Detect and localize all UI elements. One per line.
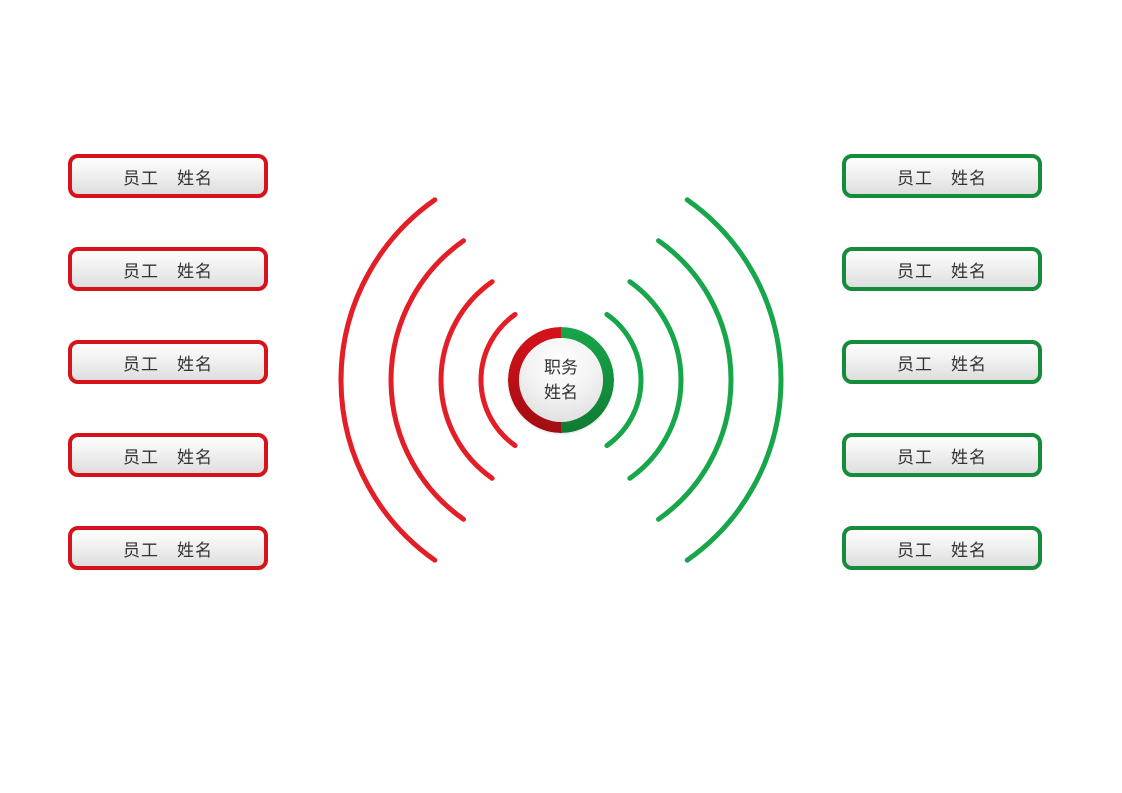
right-box-3: 员工姓名	[842, 433, 1042, 477]
left-box-2-label-b: 姓名	[177, 350, 213, 375]
wave-right-2	[659, 241, 731, 520]
right-box-0: 员工姓名	[842, 154, 1042, 198]
right-box-1: 员工姓名	[842, 247, 1042, 291]
wave-left-1	[441, 282, 492, 479]
diagram-canvas: 员工姓名员工姓名员工姓名员工姓名员工姓名 员工姓名员工姓名员工姓名员工姓名员工姓…	[0, 0, 1122, 793]
wave-left-3	[341, 200, 435, 560]
left-box-1-label-a: 员工	[123, 257, 159, 282]
right-box-3-label-b: 姓名	[951, 443, 987, 468]
left-box-4-label-b: 姓名	[177, 536, 213, 561]
center-line2: 姓名	[544, 380, 578, 406]
left-box-1-label-b: 姓名	[177, 257, 213, 282]
left-box-4: 员工姓名	[68, 526, 268, 570]
right-box-1-label-b: 姓名	[951, 257, 987, 282]
left-box-1: 员工姓名	[68, 247, 268, 291]
center-line1: 职务	[544, 355, 578, 381]
right-box-4-label-b: 姓名	[951, 536, 987, 561]
right-box-0-label-b: 姓名	[951, 164, 987, 189]
left-box-3-label-b: 姓名	[177, 443, 213, 468]
left-box-2: 员工姓名	[68, 340, 268, 384]
right-box-3-label-a: 员工	[897, 443, 933, 468]
right-box-0-label-a: 员工	[897, 164, 933, 189]
left-box-0: 员工姓名	[68, 154, 268, 198]
left-box-0-label-b: 姓名	[177, 164, 213, 189]
right-box-2-label-b: 姓名	[951, 350, 987, 375]
left-box-3-label-a: 员工	[123, 443, 159, 468]
left-box-4-label-a: 员工	[123, 536, 159, 561]
left-box-2-label-a: 员工	[123, 350, 159, 375]
wave-right-1	[630, 282, 681, 479]
wave-left-2	[391, 241, 463, 520]
left-box-0-label-a: 员工	[123, 164, 159, 189]
right-box-4-label-a: 员工	[897, 536, 933, 561]
center-inner-disc: 职务 姓名	[519, 338, 603, 422]
wave-right-3	[687, 200, 781, 560]
right-box-2-label-a: 员工	[897, 350, 933, 375]
right-box-2: 员工姓名	[842, 340, 1042, 384]
left-box-3: 员工姓名	[68, 433, 268, 477]
right-box-4: 员工姓名	[842, 526, 1042, 570]
right-box-1-label-a: 员工	[897, 257, 933, 282]
center-node: 职务 姓名	[508, 327, 614, 433]
